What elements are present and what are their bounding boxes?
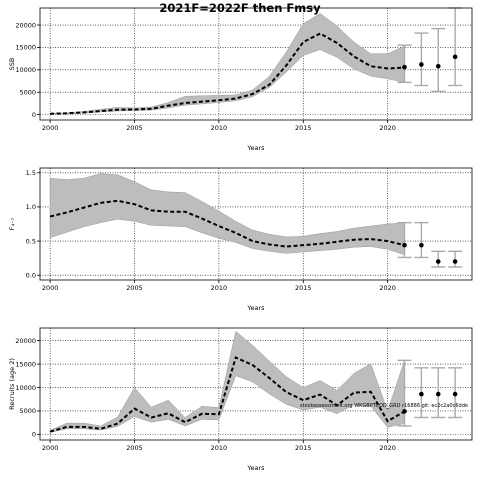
recruits-projection-whisker xyxy=(397,359,412,427)
recruits-panel: stockassessment.org WKGBPTCOD_GRD r16886… xyxy=(8,327,473,472)
recruits-projection-point xyxy=(435,391,441,397)
recruits-ytick-label: 20000 xyxy=(15,337,36,345)
recruits-yaxis-label: Recruits (age 2) xyxy=(8,358,16,410)
recruits-projection-point xyxy=(452,391,458,397)
fbar-projection-whisker xyxy=(448,250,463,268)
ssb-xtick-label: 2005 xyxy=(126,124,143,132)
recruits-median-line xyxy=(49,356,406,433)
ssb-projection-whisker xyxy=(397,44,412,84)
recruits-xtick-label: 2020 xyxy=(379,444,396,452)
panels: 2000 2005 2010 2015 202005000100001500020000… xyxy=(8,7,473,472)
fbar-frame xyxy=(39,167,473,281)
fbar-yaxis-label: F₄₋₇ xyxy=(8,217,16,230)
ssb-projection-point xyxy=(435,63,441,69)
recruits-xtick-label: 2005 xyxy=(126,444,143,452)
fbar-ytick-label: 0.0 xyxy=(26,272,36,280)
ssb-panel: 2000 2005 2010 2015 2020 0 5000 10000 15000 20000… xyxy=(8,7,473,152)
recruits-ytick-label: 5000 xyxy=(19,407,36,415)
ssb-xtick-label: 2010 xyxy=(211,124,228,132)
fbar-xtick-label: 2020 xyxy=(379,284,396,292)
ssb-xaxis-label: Years xyxy=(246,144,265,152)
ssb-ytick-label: 20000 xyxy=(15,21,36,29)
recruits-annotation: stockassessment.org WKGBPTCOD_GRD r16886… xyxy=(300,403,468,409)
ssb-median-line xyxy=(50,32,405,115)
ssb-yaxis-label: SSB xyxy=(8,58,16,71)
fbar-xtick-label: 2010 xyxy=(211,284,228,292)
recruits-projection-point xyxy=(419,391,424,397)
recruits-xtick-label: 2015 xyxy=(295,444,312,452)
fbar-xtick-label: 2015 xyxy=(295,284,312,292)
fbar-projection-whisker xyxy=(431,250,446,268)
ssb-projection-point xyxy=(402,64,407,70)
ssb-ytick-label: 10000 xyxy=(15,66,36,74)
fbar-ytick-label: 1.0 xyxy=(26,203,36,211)
fbar-xaxis-label: Years xyxy=(246,304,265,312)
fbar-panel: 2000 2005 2010 2015 2020 0.0 0.5 1.0 1.5 Years F₄₋… xyxy=(8,167,473,312)
ssb-ytick-label: 5000 xyxy=(19,89,36,97)
recruits-frame xyxy=(39,327,473,441)
recruits-xtick-label: 2000 xyxy=(42,444,59,452)
fbar-xtick-label: 2000 xyxy=(42,284,59,292)
fbar-projection-point xyxy=(402,242,407,248)
ssb-xtick-label: 2020 xyxy=(379,124,396,132)
fbar-projection-whisker xyxy=(414,221,429,259)
recruits-xaxis-label: Years xyxy=(246,464,265,472)
fbar-projection-whisker xyxy=(397,221,412,259)
fbar-ytick-label: 0.5 xyxy=(26,237,36,245)
ssb-ytick-label: 15000 xyxy=(15,44,36,52)
fbar-projection-point xyxy=(419,242,424,248)
recruits-xtick-label: 2010 xyxy=(211,444,228,452)
fbar-median-line xyxy=(49,199,405,248)
recruits-projection-point xyxy=(402,409,407,414)
fbar-projection-point xyxy=(435,259,441,264)
recruits-ytick-label: 0 xyxy=(32,431,36,439)
ssb-projection-whisker xyxy=(431,27,446,93)
recruits-ytick-label: 15000 xyxy=(15,360,36,368)
ssb-projection-whisker xyxy=(414,32,429,87)
recruits-ytick-label: 10000 xyxy=(15,384,36,392)
ssb-ytick-label: 0 xyxy=(32,111,36,119)
fbar-projection-point xyxy=(452,259,458,264)
fbar-xtick-label: 2005 xyxy=(126,284,143,292)
fbar-ytick-label: 1.5 xyxy=(26,169,36,177)
ssb-frame xyxy=(39,7,473,121)
ssb-projection-point xyxy=(419,62,424,67)
ssb-xtick-label: 2015 xyxy=(295,124,312,132)
ssb-projection-point xyxy=(452,54,458,60)
ssb-xtick-label: 2000 xyxy=(42,124,59,132)
